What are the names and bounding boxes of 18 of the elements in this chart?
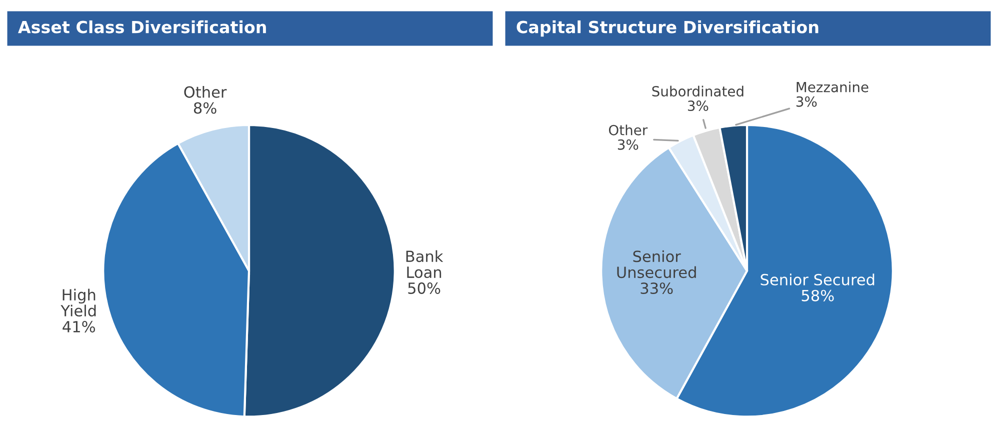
chart-title: Capital Structure Diversification bbox=[516, 20, 818, 37]
slice-label: Subordinated bbox=[652, 86, 744, 97]
slice-label: High Yield bbox=[60, 288, 96, 317]
data-label: 50% bbox=[408, 282, 440, 294]
slice-label: Bank Loan bbox=[406, 250, 444, 278]
data-label: 58% bbox=[802, 290, 834, 302]
data-label: 3% bbox=[796, 96, 817, 107]
data-label: 33% bbox=[640, 282, 673, 294]
chart-title: Asset Class Diversification bbox=[18, 20, 266, 34]
data-label: 3% bbox=[618, 139, 638, 150]
data-label: 3% bbox=[688, 100, 708, 112]
slice-label: Senior Secured bbox=[760, 274, 874, 286]
data-label: 8% bbox=[194, 102, 216, 114]
slice-label: Other bbox=[608, 124, 648, 136]
slice-label: Other bbox=[184, 86, 227, 98]
slice-label: Mezzanine bbox=[796, 82, 868, 92]
slice-label: Senior Unsecured bbox=[617, 250, 696, 278]
data-label: 41% bbox=[62, 320, 96, 332]
